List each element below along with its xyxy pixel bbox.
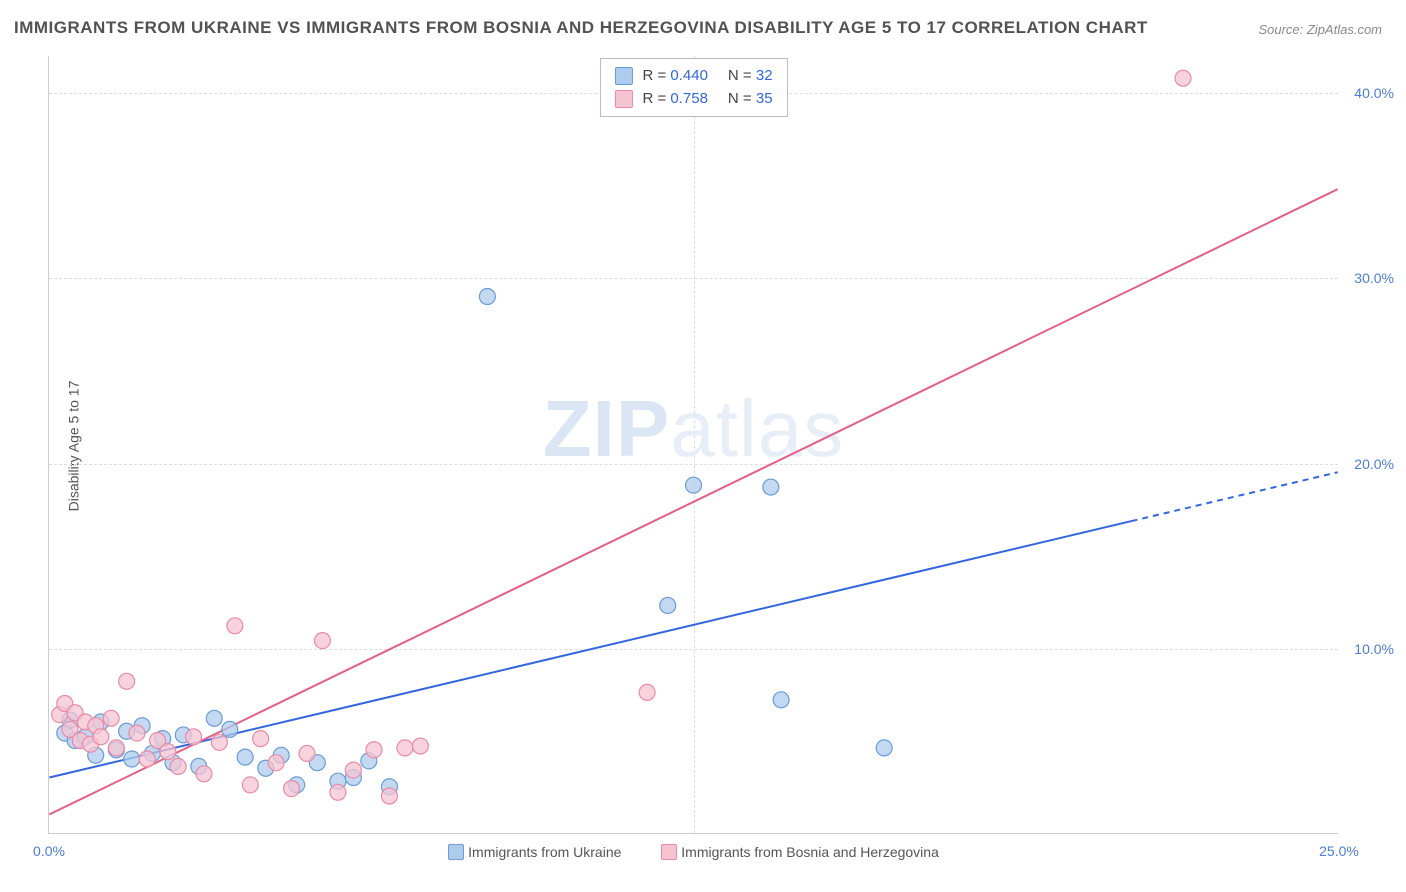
legend-label-1: Immigrants from Bosnia and Herzegovina: [681, 844, 939, 860]
data-point: [196, 766, 212, 782]
data-point: [242, 777, 258, 793]
y-tick-label: 40.0%: [1344, 85, 1394, 101]
data-point: [876, 740, 892, 756]
data-point: [314, 633, 330, 649]
data-point: [211, 734, 227, 750]
data-point: [103, 710, 119, 726]
data-point: [129, 725, 145, 741]
data-point: [93, 729, 109, 745]
data-point: [366, 742, 382, 758]
data-point: [124, 751, 140, 767]
y-tick-label: 10.0%: [1344, 641, 1394, 657]
data-point: [479, 289, 495, 305]
trend-line-dashed: [1132, 472, 1338, 521]
x-tick-label: 25.0%: [1319, 843, 1359, 859]
legend-bottom: Immigrants from Ukraine Immigrants from …: [49, 844, 1338, 863]
data-point: [170, 758, 186, 774]
data-point: [227, 618, 243, 634]
data-point: [119, 673, 135, 689]
data-point: [412, 738, 428, 754]
data-point: [108, 740, 124, 756]
trend-line-solid: [49, 189, 1337, 814]
data-point: [139, 751, 155, 767]
legend-swatch-0: [448, 844, 464, 860]
legend-label-0: Immigrants from Ukraine: [468, 844, 621, 860]
data-point: [381, 788, 397, 804]
source-label: Source: ZipAtlas.com: [1258, 22, 1382, 37]
data-point: [639, 684, 655, 700]
data-point: [660, 597, 676, 613]
data-point: [1175, 70, 1191, 86]
data-point: [268, 755, 284, 771]
data-point: [237, 749, 253, 765]
data-point: [160, 744, 176, 760]
data-point: [397, 740, 413, 756]
y-tick-label: 30.0%: [1344, 270, 1394, 286]
data-point: [253, 731, 269, 747]
data-point: [222, 721, 238, 737]
data-point: [686, 477, 702, 493]
y-tick-label: 20.0%: [1344, 456, 1394, 472]
plot-area: ZIPatlas R = 0.440 N = 32 R = 0.758 N = …: [48, 56, 1338, 834]
legend-entry-0: Immigrants from Ukraine: [448, 844, 621, 860]
data-point: [206, 710, 222, 726]
legend-entry-1: Immigrants from Bosnia and Herzegovina: [661, 844, 939, 860]
chart-svg: [49, 56, 1338, 833]
data-point: [773, 692, 789, 708]
data-point: [299, 745, 315, 761]
data-point: [186, 729, 202, 745]
chart-container: IMMIGRANTS FROM UKRAINE VS IMMIGRANTS FR…: [0, 0, 1406, 892]
data-point: [345, 762, 361, 778]
data-point: [763, 479, 779, 495]
chart-title: IMMIGRANTS FROM UKRAINE VS IMMIGRANTS FR…: [14, 18, 1148, 38]
data-point: [330, 784, 346, 800]
data-point: [284, 781, 300, 797]
legend-swatch-1: [661, 844, 677, 860]
x-tick-label: 0.0%: [33, 843, 65, 859]
